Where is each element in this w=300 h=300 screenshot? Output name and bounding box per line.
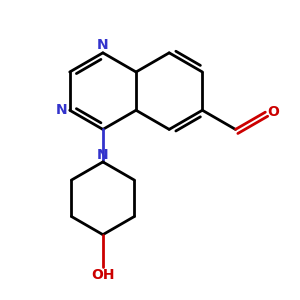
Text: OH: OH bbox=[91, 268, 115, 282]
Text: N: N bbox=[97, 38, 109, 52]
Text: N: N bbox=[97, 148, 109, 162]
Text: O: O bbox=[268, 105, 280, 119]
Text: N: N bbox=[56, 103, 67, 117]
